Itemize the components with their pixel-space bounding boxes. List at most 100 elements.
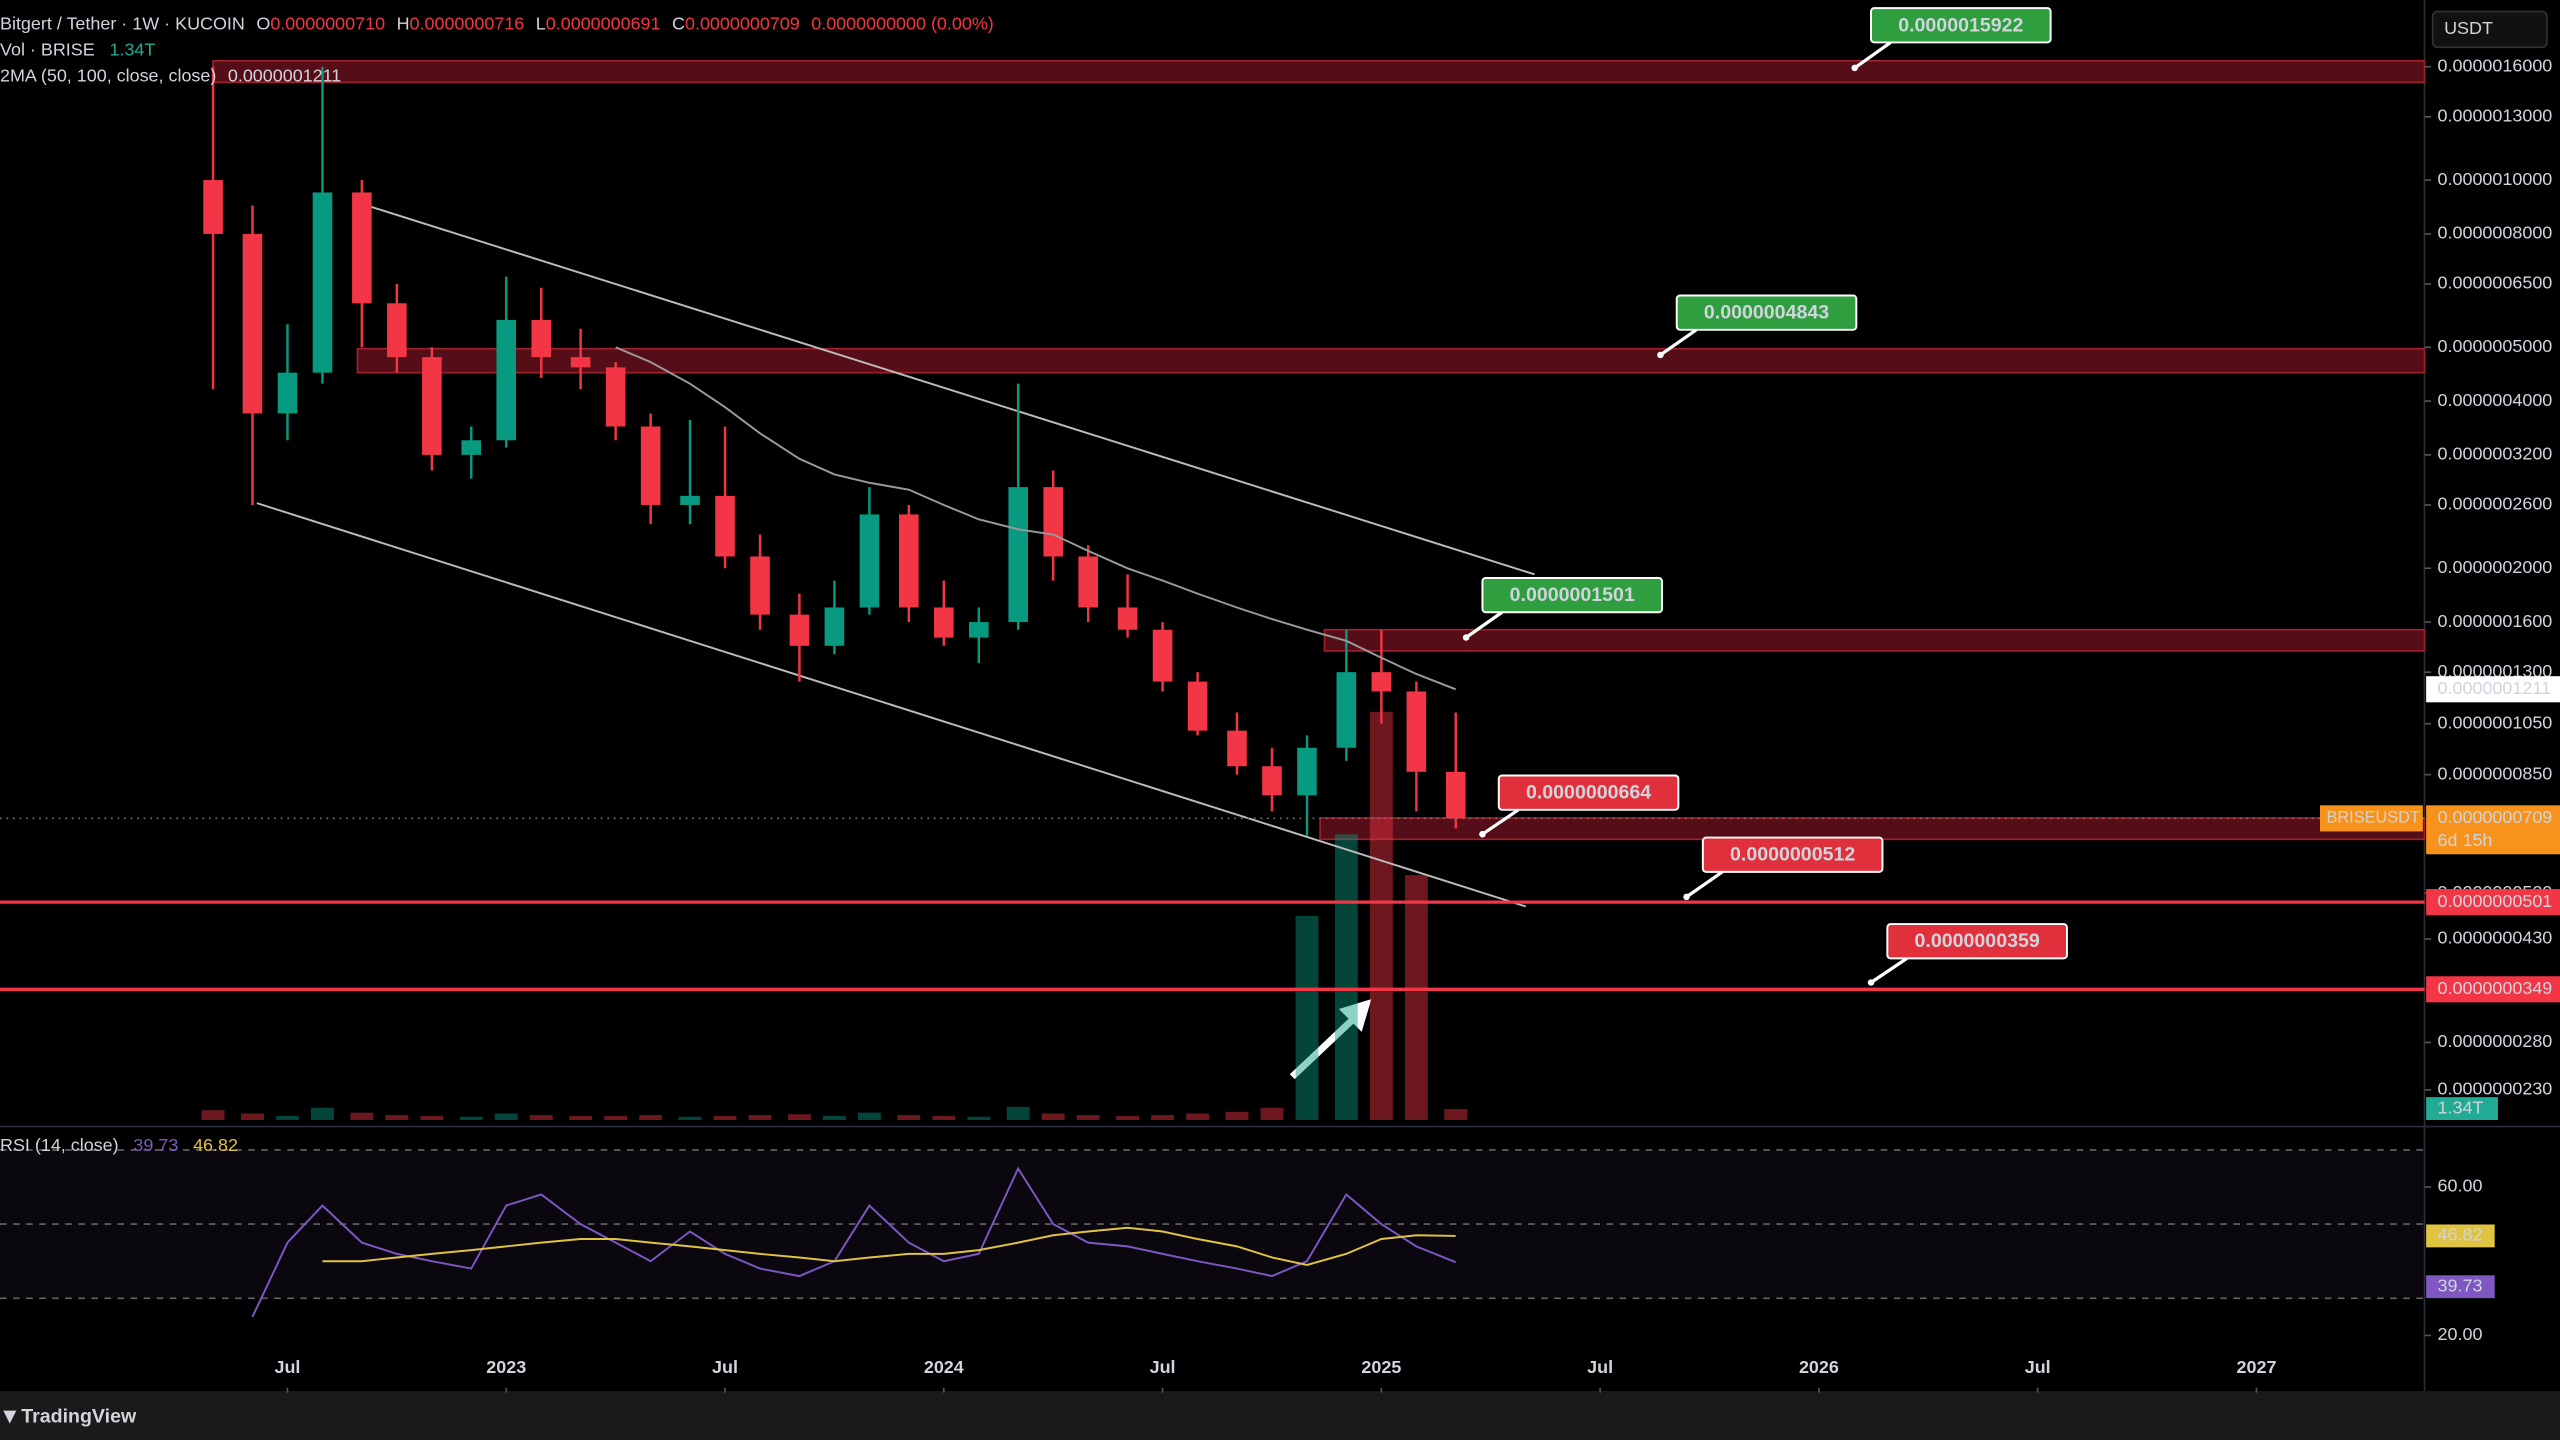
x-tick-label: 2026 — [1799, 1357, 1839, 1377]
arrow — [1289, 999, 1372, 1080]
candle-body — [934, 607, 954, 638]
ma-line — [615, 346, 1457, 691]
candle-body — [531, 319, 552, 358]
volume-bar — [897, 1115, 921, 1120]
candle-body — [1078, 556, 1098, 608]
volume-bar — [1041, 1113, 1065, 1120]
volume-bar — [967, 1116, 991, 1120]
annotation-dot — [1479, 830, 1486, 838]
volume-bar — [420, 1115, 444, 1120]
volume-bar — [276, 1115, 299, 1120]
y-tick-label: 0.0000004000 — [2438, 390, 2553, 410]
volume-badge-label: 1.34T — [2438, 1097, 2484, 1117]
annotation-dot — [1683, 893, 1690, 901]
ohlc-key: C — [672, 13, 685, 33]
annotation-pointer — [1659, 328, 1698, 357]
volume-bar — [1186, 1113, 1210, 1120]
volume-bar — [1369, 711, 1393, 1120]
candle-body — [605, 367, 626, 427]
trendline — [256, 502, 1527, 908]
x-tick-label: Jul — [275, 1357, 301, 1377]
volume-bar — [639, 1115, 663, 1120]
annotation-dot — [1657, 351, 1664, 359]
candle-body — [1406, 691, 1427, 772]
volume-bar — [569, 1115, 593, 1120]
y-tick-label: 0.0000000430 — [2438, 928, 2553, 948]
x-tick-label: Jul — [1150, 1357, 1176, 1377]
volume-bar — [857, 1112, 881, 1120]
y-tick-label: 0.0000001600 — [2438, 611, 2553, 631]
y-tick-label: 0.0000000850 — [2438, 763, 2553, 783]
ma-value: 0.0000001211 — [228, 65, 341, 85]
annotation-pointer — [1870, 957, 1908, 984]
x-tick-label: Jul — [712, 1357, 738, 1377]
candle-body — [1297, 747, 1317, 796]
candle-body — [1445, 771, 1466, 819]
volume-bar — [1334, 834, 1358, 1120]
annotation-box — [1701, 836, 1884, 873]
ohlc-value: 0.0000000691 — [546, 13, 661, 33]
logo — [3, 1410, 17, 1424]
symbol-title: Bitgert / Tether · 1W · KUCOIN — [0, 13, 245, 33]
candle-body — [1371, 672, 1392, 692]
rsi-line — [251, 1166, 1457, 1318]
volume-bar — [1225, 1111, 1249, 1120]
volume-bar — [529, 1115, 553, 1120]
price-badge — [2426, 805, 2560, 855]
candle-body — [277, 372, 298, 414]
y-tick-label: 0.0000016000 — [2438, 55, 2553, 75]
candle-body — [1008, 487, 1028, 623]
x-tick-label: 2027 — [2237, 1357, 2277, 1377]
annotation-dot — [1462, 634, 1470, 641]
candle-body — [680, 495, 700, 505]
volume-bar — [311, 1107, 334, 1120]
symbol-badge-label: BRISEUSDT — [2327, 809, 2420, 827]
level-badge-label: 0.0000000501 — [2438, 891, 2553, 911]
annotation-pointer — [1481, 808, 1520, 836]
footer-bar — [0, 1391, 2560, 1440]
change: 0.0000000000 (0.00%) — [811, 13, 994, 33]
symbol-badge — [2320, 805, 2423, 832]
y-tick-label: 0.0000002000 — [2438, 557, 2553, 577]
ohlc-key: O — [256, 13, 270, 33]
candle-body — [969, 622, 989, 638]
volume-bar — [604, 1115, 628, 1120]
ma-badge — [2426, 676, 2560, 703]
y-tick-label: 0.0000000230 — [2438, 1079, 2553, 1099]
candle-body — [859, 514, 880, 608]
candle-body — [1043, 487, 1063, 557]
trendline — [361, 202, 1535, 576]
candle-body — [1336, 672, 1357, 748]
y-tick-label: 0.0000010000 — [2438, 169, 2553, 189]
volume-bar — [1404, 875, 1428, 1120]
annotation-label: 0.0000000359 — [1915, 930, 2040, 952]
annotation-label: 0.0000015922 — [1898, 14, 2023, 36]
x-tick-label: 2024 — [924, 1357, 964, 1377]
candle-body — [461, 440, 482, 455]
ohlc-key: L — [536, 13, 546, 33]
volume-bar — [1006, 1106, 1030, 1120]
ma-badge-label: 0.0000001211 — [2438, 678, 2551, 698]
annotation-box — [1497, 774, 1680, 811]
annotation-label: 0.0000000512 — [1730, 844, 1855, 866]
volume-legend: Vol · BRISE 1.34T — [0, 39, 155, 59]
annotation-pointer — [1685, 870, 1724, 899]
level-badge-label: 0.0000000349 — [2438, 978, 2553, 998]
candle-body — [242, 233, 263, 414]
candle-body — [750, 556, 770, 615]
ohlc-key: H — [397, 13, 410, 33]
candle-body — [715, 495, 735, 557]
volume-bar — [1076, 1115, 1100, 1120]
volume-bar — [822, 1115, 846, 1120]
candle-body — [640, 426, 661, 505]
candle-body — [1117, 607, 1138, 630]
candle-body — [203, 180, 223, 234]
y-tick-label: 0.0000001050 — [2438, 712, 2553, 732]
currency-box[interactable] — [2431, 10, 2548, 49]
y-tick-label: 0.0000005000 — [2438, 336, 2553, 356]
candle-body — [570, 357, 591, 368]
countdown: 6d 15h — [2438, 830, 2493, 850]
candle-body — [352, 192, 372, 304]
